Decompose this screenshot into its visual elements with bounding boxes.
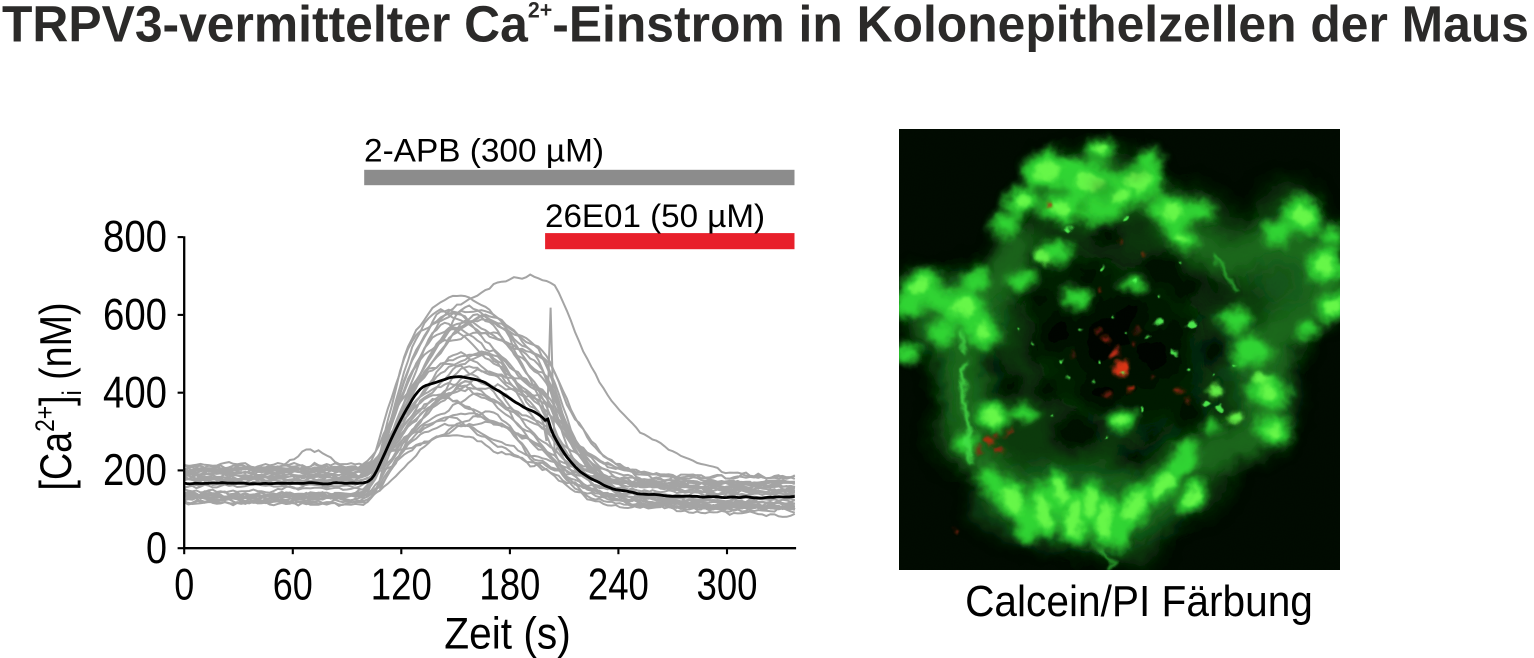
svg-text:Zeit (s): Zeit (s) (444, 610, 571, 658)
svg-text:26E01 (50 µM): 26E01 (50 µM) (545, 198, 765, 234)
svg-text:600: 600 (103, 291, 167, 340)
svg-text:180: 180 (479, 560, 540, 609)
svg-text:Calcein/PI Färbung: Calcein/PI Färbung (965, 577, 1313, 626)
svg-text:240: 240 (588, 560, 649, 609)
svg-text:TRPV3-vermittelter Ca2+-Einstr: TRPV3-vermittelter Ca2+-Einstrom in Kolo… (2, 0, 1529, 53)
svg-text:2-APB (300 µM): 2-APB (300 µM) (364, 132, 604, 168)
svg-text:0: 0 (174, 560, 194, 609)
svg-text:800: 800 (103, 213, 167, 262)
svg-text:60: 60 (273, 560, 313, 609)
svg-text:300: 300 (697, 560, 758, 609)
svg-text:120: 120 (371, 560, 432, 609)
svg-text:0: 0 (146, 524, 167, 573)
svg-text:400: 400 (103, 368, 167, 417)
svg-text:200: 200 (103, 446, 167, 495)
svg-text:[Ca2+]i (nM): [Ca2+]i (nM) (30, 303, 87, 491)
